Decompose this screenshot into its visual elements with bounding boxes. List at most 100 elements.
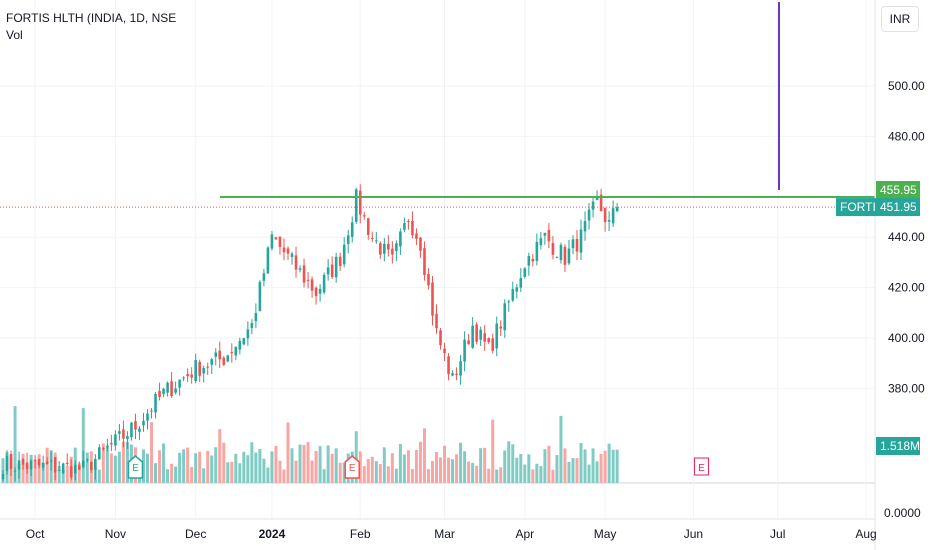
candle-body [447,356,450,375]
price-axis[interactable]: 500.00 480.00 440.00 420.00 400.00 380.00 0.00… [874,0,925,550]
candle-body [419,237,422,251]
candle-body [81,460,85,468]
candle-body [383,243,386,254]
volume-bar [607,443,611,483]
volume-bar [318,446,322,483]
marker-label: E [132,463,139,474]
volume-bar [398,444,402,483]
candle-body [21,459,25,465]
volume-bar [615,449,619,483]
volume-bar [302,445,306,483]
candle-body [146,413,149,421]
volume-bar [113,455,117,483]
volume-bar [250,442,254,483]
event-marker-future_earnings[interactable]: E [693,457,709,476]
candlesticks [1,184,619,482]
volume-bar [402,454,406,483]
candle-body [611,208,615,224]
candle-body [459,361,462,376]
volume-bar [539,466,543,483]
candle-body [174,388,177,393]
volume-bar [330,453,334,483]
volume-bar [226,462,230,483]
volume-bar [190,466,194,483]
candle-body [415,233,418,239]
volume-bar [210,455,214,483]
volume-bar [242,451,246,483]
candle-body [463,339,466,362]
volume-bar [515,457,519,483]
candle-body [350,222,354,237]
currency-button[interactable]: INR [881,6,919,32]
candle-body [559,244,563,261]
candle-body [85,459,89,461]
candle-body [391,248,394,255]
candle-body [471,325,474,348]
event-marker-dividend[interactable]: E [344,455,360,479]
candle-body [427,273,430,286]
volume-bar [166,469,170,483]
x-tick-label: 2024 [259,527,286,541]
candle-body [106,446,109,448]
volume-bar [322,469,326,483]
volume-bar [85,452,89,483]
candle-body [483,333,486,342]
candle-body [5,455,9,472]
volume-bar [430,460,434,483]
volume-bar [567,461,571,483]
candle-body [242,338,246,345]
volume-bar [310,460,314,483]
candle-body [134,421,137,430]
candle-body [411,220,414,236]
volume-bar [342,462,346,483]
volume-bar [455,454,459,483]
volume-bar [370,456,374,483]
volume-bar [306,442,310,483]
volume-bar [290,448,294,483]
volume-bar [262,458,266,483]
candle-body [13,470,17,472]
x-tick-label: Nov [105,527,126,541]
volume-bar [374,461,378,483]
candle-body [206,366,210,368]
volume-bar [503,450,507,483]
candle-body [354,189,358,222]
candle-body [150,410,153,412]
candle-body [407,221,410,223]
candle-body [539,238,543,246]
volume-indicator-label[interactable]: Vol [6,28,23,42]
candle-body [214,352,218,357]
volume-bar [487,468,491,483]
candle-body [370,238,374,240]
volume-bar [33,459,37,483]
time-axis[interactable]: Oct Nov Dec 2024 Feb Mar Apr May Jun Jul Aug [0,518,877,541]
event-marker-earnings[interactable]: E [127,455,144,479]
volume-bar [575,458,579,483]
volume-bar [535,463,539,483]
volume-bar [439,457,443,483]
candle-body [523,268,527,277]
candle-body [451,373,454,376]
candle-body [114,434,117,446]
volume-bar [238,463,242,483]
volume-bar [471,462,475,483]
candle-body [178,379,181,388]
candle-body [302,265,306,283]
candle-body [17,460,21,470]
candle-body [298,268,302,270]
x-tick-label: May [594,527,617,541]
symbol-title[interactable]: FORTIS HLTH (INDIA, 1D, NSE [6,11,177,25]
volume-bar [422,428,426,483]
candle-body [37,458,41,466]
volume-bar [386,466,390,483]
volume-bar [278,460,282,483]
volume-bar [254,452,258,483]
candle-body [170,381,173,397]
marker-box [344,455,360,479]
candle-body [615,207,619,212]
volume-bar [603,450,607,483]
x-tick-label: Mar [434,527,455,541]
candle-body [294,255,298,270]
